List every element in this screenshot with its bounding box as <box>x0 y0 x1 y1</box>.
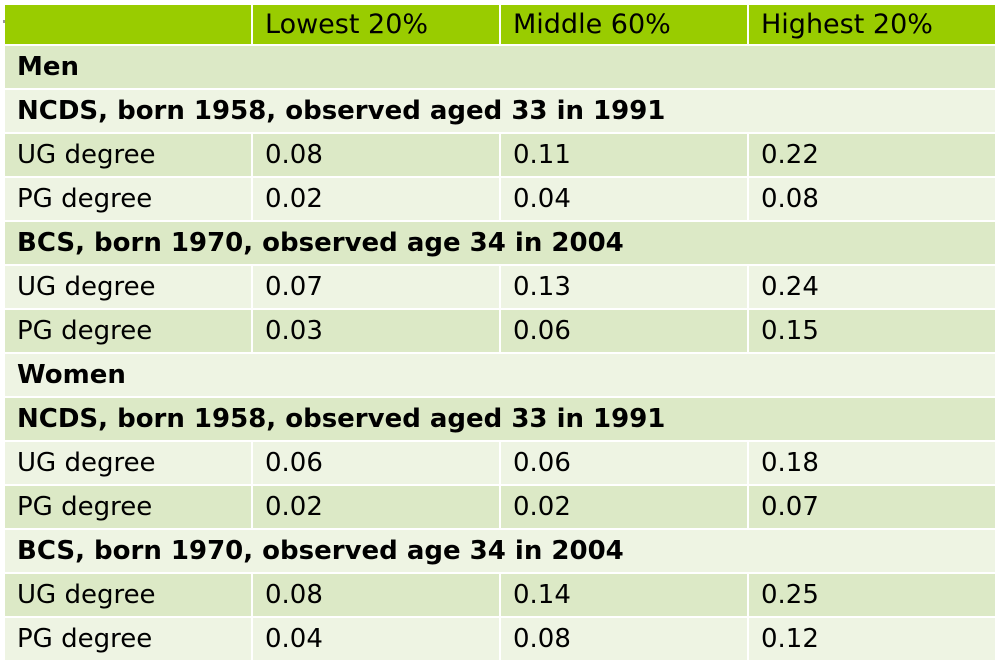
value-lowest: 0.04 <box>253 618 501 662</box>
value-middle: 0.02 <box>501 486 749 530</box>
value-highest: 0.24 <box>749 266 995 310</box>
row-label: UG degree <box>5 574 253 618</box>
table-row: PG degree 0.02 0.04 0.08 <box>5 178 995 222</box>
section-row: Men <box>5 46 995 90</box>
header-cell-highest: Highest 20% <box>749 5 995 46</box>
value-lowest: 0.07 <box>253 266 501 310</box>
row-label: PG degree <box>5 310 253 354</box>
section-label: Women <box>5 354 995 398</box>
value-lowest: 0.08 <box>253 574 501 618</box>
value-highest: 0.15 <box>749 310 995 354</box>
value-highest: 0.22 <box>749 134 995 178</box>
row-label: PG degree <box>5 618 253 662</box>
value-highest: 0.12 <box>749 618 995 662</box>
value-highest: 0.08 <box>749 178 995 222</box>
value-lowest: 0.06 <box>253 442 501 486</box>
table-row: PG degree 0.04 0.08 0.12 <box>5 618 995 662</box>
section-label: BCS, born 1970, observed age 34 in 2004 <box>5 222 995 266</box>
value-middle: 0.06 <box>501 310 749 354</box>
value-lowest: 0.02 <box>253 178 501 222</box>
value-highest: 0.18 <box>749 442 995 486</box>
section-label: Men <box>5 46 995 90</box>
section-row: NCDS, born 1958, observed aged 33 in 199… <box>5 90 995 134</box>
value-highest: 0.25 <box>749 574 995 618</box>
value-middle: 0.06 <box>501 442 749 486</box>
section-label: NCDS, born 1958, observed aged 33 in 199… <box>5 398 995 442</box>
row-label: PG degree <box>5 178 253 222</box>
value-middle: 0.04 <box>501 178 749 222</box>
table-row: PG degree 0.02 0.02 0.07 <box>5 486 995 530</box>
table-header-row: Lowest 20% Middle 60% Highest 20% <box>5 5 995 46</box>
value-middle: 0.13 <box>501 266 749 310</box>
row-label: UG degree <box>5 134 253 178</box>
header-cell-lowest: Lowest 20% <box>253 5 501 46</box>
table-row: UG degree 0.08 0.11 0.22 <box>5 134 995 178</box>
row-label: UG degree <box>5 442 253 486</box>
header-cell-middle: Middle 60% <box>501 5 749 46</box>
section-label: BCS, born 1970, observed age 34 in 2004 <box>5 530 995 574</box>
value-middle: 0.14 <box>501 574 749 618</box>
table-row: UG degree 0.07 0.13 0.24 <box>5 266 995 310</box>
value-lowest: 0.08 <box>253 134 501 178</box>
section-label: NCDS, born 1958, observed aged 33 in 199… <box>5 90 995 134</box>
decorative-mark <box>3 20 5 23</box>
header-cell <box>5 5 253 46</box>
data-table: Lowest 20% Middle 60% Highest 20% Men NCD… <box>5 5 995 662</box>
value-lowest: 0.03 <box>253 310 501 354</box>
section-row: NCDS, born 1958, observed aged 33 in 199… <box>5 398 995 442</box>
table-row: UG degree 0.08 0.14 0.25 <box>5 574 995 618</box>
value-middle: 0.11 <box>501 134 749 178</box>
table-row: UG degree 0.06 0.06 0.18 <box>5 442 995 486</box>
table-body: Men NCDS, born 1958, observed aged 33 in … <box>5 46 995 662</box>
value-middle: 0.08 <box>501 618 749 662</box>
row-label: PG degree <box>5 486 253 530</box>
table-row: PG degree 0.03 0.06 0.15 <box>5 310 995 354</box>
section-row: BCS, born 1970, observed age 34 in 2004 <box>5 222 995 266</box>
section-row: Women <box>5 354 995 398</box>
section-row: BCS, born 1970, observed age 34 in 2004 <box>5 530 995 574</box>
value-highest: 0.07 <box>749 486 995 530</box>
value-lowest: 0.02 <box>253 486 501 530</box>
row-label: UG degree <box>5 266 253 310</box>
